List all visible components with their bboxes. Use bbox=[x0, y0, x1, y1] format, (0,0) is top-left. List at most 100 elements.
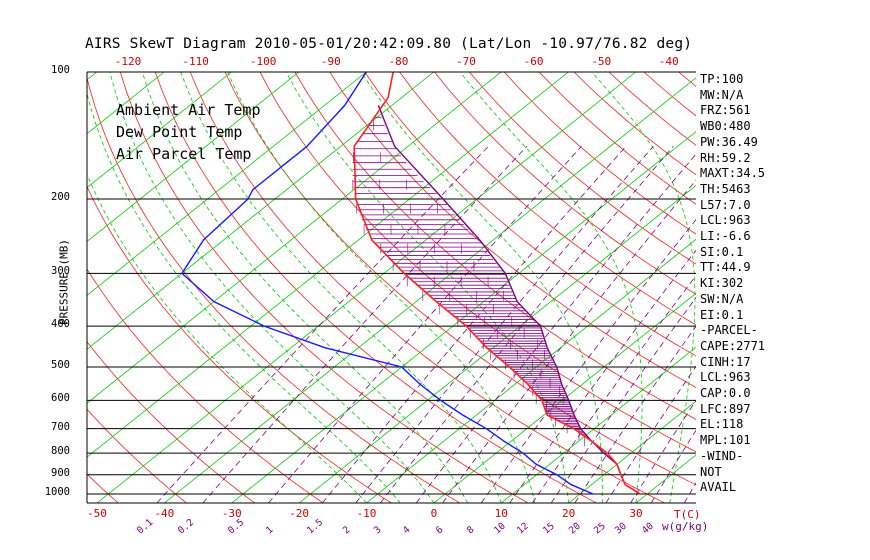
dry-adiabat bbox=[818, 72, 870, 503]
isotherm bbox=[298, 184, 696, 503]
pressure-tick-label: 200 bbox=[51, 191, 70, 204]
bottom-temp-tick-label: -50 bbox=[87, 507, 107, 520]
pressure-tick-label: 900 bbox=[51, 466, 70, 479]
legend-air-parcel-temp: Air Parcel Temp bbox=[116, 145, 252, 163]
isotherm bbox=[87, 72, 232, 189]
y-axis-label: PRESSURE (MB) bbox=[57, 238, 71, 326]
dry-adiabat bbox=[853, 72, 870, 503]
legend-dew-point-temp: Dew Point Temp bbox=[116, 123, 243, 141]
isotherm bbox=[96, 72, 636, 503]
stability-index-item: NOT bbox=[700, 464, 722, 479]
stability-index-item: -WIND- bbox=[700, 448, 744, 463]
stability-index-item: TP:100 bbox=[700, 72, 744, 86]
mixing-ratio-line bbox=[415, 153, 696, 503]
pressure-tick-label: 1000 bbox=[44, 486, 70, 499]
top-temp-tick-label: -80 bbox=[388, 55, 409, 68]
dry-adiabat bbox=[87, 185, 392, 503]
dry-adiabat bbox=[87, 268, 324, 503]
top-temp-tick-label: -40 bbox=[658, 55, 679, 68]
dry-adiabat bbox=[154, 72, 597, 503]
stability-index-item: LFC:897 bbox=[700, 401, 751, 416]
stability-index-item: LI:-6.6 bbox=[700, 229, 751, 243]
stability-index-item: -PARCEL- bbox=[700, 323, 758, 338]
mixing-ratio-line bbox=[550, 297, 696, 503]
stability-index-item: KI:302 bbox=[700, 276, 744, 291]
dry-adiabat bbox=[224, 72, 696, 486]
mixing-ratio-line bbox=[322, 146, 627, 503]
dew-point-line bbox=[180, 72, 594, 495]
moist-adiabat bbox=[459, 72, 643, 503]
ambient-temp-line bbox=[353, 72, 641, 495]
isotherm bbox=[87, 72, 300, 243]
pressure-tick-label: 400 bbox=[51, 318, 70, 331]
moist-adiabat bbox=[591, 72, 696, 503]
bottom-temp-tick-label: 30 bbox=[629, 507, 643, 520]
stability-index-item: WB0:480 bbox=[700, 119, 751, 134]
pressure-tick-label: 300 bbox=[51, 265, 70, 278]
mixing-ratio-line bbox=[268, 146, 582, 503]
dry-adiabat bbox=[364, 72, 696, 357]
isotherm bbox=[87, 72, 97, 81]
stability-index-item: EL:118 bbox=[700, 417, 744, 432]
pressure-tick-label: 500 bbox=[51, 359, 70, 371]
dry-adiabat bbox=[749, 72, 870, 503]
bottom-temp-tick-label: -30 bbox=[221, 507, 242, 520]
stability-index-item: LCL:963 bbox=[700, 370, 751, 385]
bottom-temp-tick-label: -10 bbox=[356, 507, 377, 520]
top-temp-tick-label: -110 bbox=[182, 55, 209, 68]
legend-ambient-air-temp: Ambient Air Temp bbox=[116, 101, 261, 119]
dry-adiabat bbox=[259, 72, 696, 453]
mixing-ratio-line bbox=[355, 146, 654, 503]
moist-adiabat bbox=[180, 72, 502, 503]
pressure-tick-label: 600 bbox=[51, 392, 70, 405]
stability-index-item: LCL:963 bbox=[700, 213, 751, 228]
stability-index-item: AVAIL bbox=[700, 480, 737, 495]
dry-adiabat bbox=[120, 72, 529, 503]
isotherm bbox=[0, 72, 29, 503]
dry-adiabat bbox=[294, 72, 696, 420]
top-temp-tick-label: -100 bbox=[249, 55, 277, 68]
stability-index-item: RH:59.2 bbox=[700, 150, 751, 165]
isotherm bbox=[231, 131, 696, 503]
mixing-unit-label: w(g/kg) bbox=[662, 520, 709, 533]
pressure-tick-label: 100 bbox=[51, 64, 70, 76]
pressure-tick-label: 700 bbox=[51, 420, 70, 433]
chart-title: AIRS SkewT Diagram 2010-05-01/20:42:09.8… bbox=[85, 36, 693, 52]
stability-index-item: MAXT:34.5 bbox=[700, 166, 766, 181]
stability-index-item: PW:36.49 bbox=[700, 134, 758, 149]
stability-index-item: SI:0.1 bbox=[700, 244, 744, 259]
moist-adiabat bbox=[141, 72, 468, 503]
moist-adiabat bbox=[87, 92, 401, 503]
stability-index-item: EI:0.1 bbox=[700, 307, 744, 322]
moist-adiabat bbox=[285, 72, 569, 503]
stability-index-item: MPL:101 bbox=[700, 433, 751, 448]
dry-adiabat bbox=[189, 72, 665, 503]
pressure-tick-label: 800 bbox=[51, 445, 70, 458]
dry-adiabat bbox=[0, 72, 50, 503]
mixing-ratio-line bbox=[650, 429, 696, 503]
x-unit-label: T(C) bbox=[674, 508, 701, 521]
bottom-temp-tick-label: -40 bbox=[154, 507, 175, 520]
stability-index-item: SW:N/A bbox=[700, 291, 744, 306]
bottom-temp-tick-label: -20 bbox=[289, 507, 310, 520]
top-temp-tick-label: -60 bbox=[523, 55, 544, 68]
moist-adiabat bbox=[227, 72, 536, 503]
stability-index-item: MW:N/A bbox=[700, 87, 744, 102]
stability-index-item: CAPE:2771 bbox=[700, 338, 766, 353]
isotherm bbox=[87, 72, 569, 458]
top-temp-tick-label: -50 bbox=[591, 55, 612, 68]
dry-adiabat bbox=[399, 72, 696, 326]
dry-adiabat bbox=[469, 72, 696, 265]
top-temp-tick-label: -120 bbox=[114, 55, 142, 68]
plot-area bbox=[0, 72, 870, 503]
top-temp-tick-label: -70 bbox=[456, 55, 476, 68]
top-temp-tick-label: -90 bbox=[320, 55, 341, 68]
isotherm bbox=[87, 72, 434, 350]
isotherm bbox=[501, 346, 696, 503]
dry-adiabat bbox=[87, 340, 255, 503]
stability-index-item: CINH:17 bbox=[700, 354, 751, 369]
isotherm bbox=[87, 72, 502, 404]
isotherm bbox=[568, 400, 696, 503]
stability-index-item: CAP:0.0 bbox=[700, 386, 751, 400]
